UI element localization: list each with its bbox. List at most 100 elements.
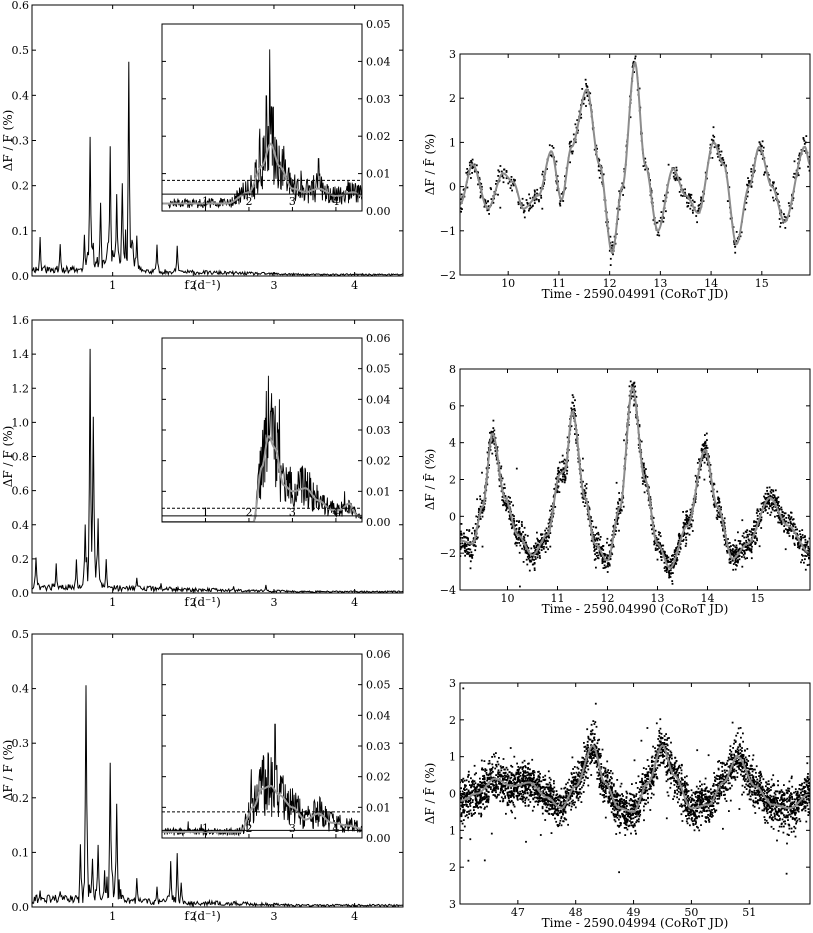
data-point (673, 562, 676, 565)
data-point (505, 503, 508, 506)
data-point (475, 786, 478, 789)
data-point (493, 753, 495, 756)
data-point (728, 558, 731, 561)
data-point (771, 184, 774, 187)
data-point (778, 799, 781, 802)
data-point (535, 553, 538, 556)
data-point (560, 479, 563, 482)
data-point (628, 385, 631, 388)
data-point (545, 806, 548, 809)
data-point (748, 549, 751, 551)
data-point (500, 467, 502, 470)
data-point (802, 785, 805, 788)
data-point (729, 560, 732, 563)
data-point (473, 544, 476, 546)
data-point (632, 804, 634, 807)
data-point (774, 515, 776, 518)
y-tick-label: 0.6 (12, 0, 30, 12)
data-point (531, 780, 533, 783)
inset-y-tick-label: 0.01 (366, 801, 391, 814)
data-point (572, 150, 574, 153)
data-point (807, 547, 810, 550)
data-point (696, 462, 699, 464)
data-point (491, 756, 493, 758)
data-point (542, 785, 544, 788)
data-point (775, 497, 777, 500)
data-point (722, 529, 724, 532)
data-point (617, 501, 619, 504)
data-point (594, 744, 596, 747)
data-point (513, 517, 515, 520)
y-tick-label: 0 (449, 181, 456, 194)
data-point (508, 514, 511, 517)
data-point (732, 548, 734, 550)
data-point (776, 502, 779, 505)
data-point (687, 790, 690, 792)
data-point (491, 766, 494, 769)
data-point (803, 150, 806, 152)
data-point (808, 156, 810, 158)
data-point (547, 540, 549, 542)
data-point (721, 775, 724, 778)
x-tick-label: 2 (190, 910, 197, 923)
data-point (482, 775, 484, 777)
data-point (767, 808, 770, 811)
data-point (527, 767, 529, 769)
data-point (807, 808, 810, 810)
data-point (800, 561, 802, 564)
data-point (585, 487, 588, 490)
data-point (796, 538, 799, 541)
data-point (753, 169, 756, 172)
data-point (781, 516, 784, 518)
data-point (706, 796, 708, 799)
data-point (575, 438, 577, 441)
data-point (759, 774, 762, 777)
data-point (618, 499, 621, 502)
data-point (759, 520, 762, 523)
data-point (679, 780, 682, 783)
data-point (483, 808, 486, 810)
data-point (739, 542, 741, 545)
data-point (557, 467, 559, 470)
data-point (633, 794, 635, 797)
data-point (767, 496, 770, 498)
data-point (506, 768, 509, 771)
data-point (671, 765, 673, 768)
data-point (501, 477, 504, 480)
data-point (460, 542, 462, 545)
data-point (679, 535, 681, 538)
data-point (462, 797, 465, 799)
data-point (497, 771, 499, 774)
data-point (609, 558, 612, 561)
data-point (637, 810, 639, 813)
data-point (692, 799, 695, 802)
data-point (586, 85, 589, 88)
data-point (466, 529, 468, 531)
data-point (666, 559, 668, 562)
data-point (666, 743, 668, 746)
data-point (558, 794, 561, 797)
data-point (668, 758, 671, 761)
data-point (490, 188, 492, 191)
y-tick-label: 2 (449, 474, 456, 487)
data-point (777, 521, 780, 524)
data-point (616, 793, 618, 796)
data-point (510, 523, 512, 526)
data-point (738, 761, 741, 764)
data-point (689, 196, 692, 199)
data-point (769, 189, 772, 192)
data-point (746, 529, 749, 532)
data-point (584, 494, 586, 497)
data-point (486, 200, 489, 203)
data-point (697, 207, 700, 210)
data-point (748, 180, 751, 182)
data-point (537, 539, 539, 541)
data-point (496, 446, 499, 448)
data-point (463, 546, 466, 549)
data-point (525, 549, 528, 552)
data-point (572, 790, 575, 793)
data-point (781, 794, 784, 796)
x-axis-label: Time - 2590.04991 (CoRoT JD) (542, 287, 729, 301)
data-point (647, 774, 649, 777)
data-point (541, 543, 544, 545)
